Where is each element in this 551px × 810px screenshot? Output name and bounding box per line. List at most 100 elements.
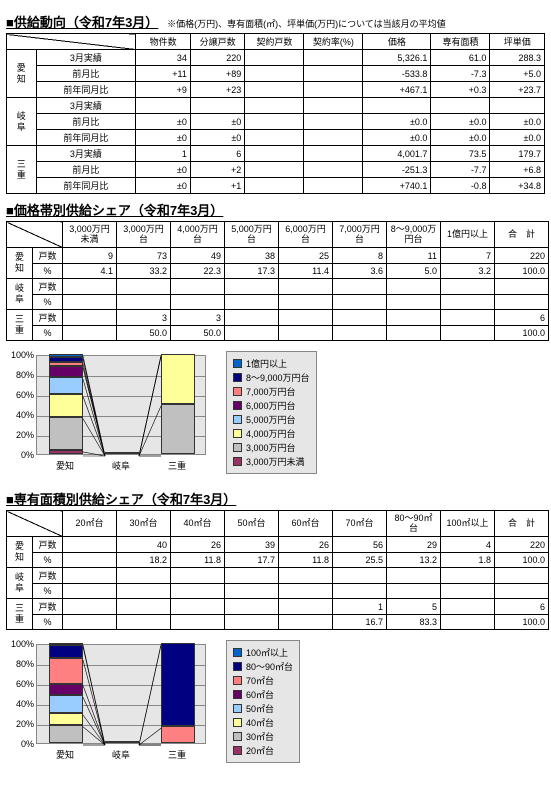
cell [333, 326, 387, 341]
row-label: 戸数 [33, 537, 63, 553]
cell: 17.3 [225, 264, 279, 279]
col-header: 100㎡以上 [441, 511, 495, 537]
legend-row: 60㎡台 [233, 688, 293, 701]
cell [117, 279, 171, 295]
legend-label: 3,000万円台 [246, 441, 296, 454]
cell: 5.0 [387, 264, 441, 279]
legend-row: 7,000万円台 [233, 385, 310, 398]
cell: -7.7 [431, 162, 490, 178]
legend-label: 3,000万円未満 [246, 455, 305, 468]
row-label: % [33, 326, 63, 341]
col-header: 契約戸数 [245, 34, 304, 50]
col-header: 50㎡台 [225, 511, 279, 537]
cell [441, 310, 495, 326]
cell [117, 584, 171, 599]
cell: 4 [441, 537, 495, 553]
cell: 7 [441, 248, 495, 264]
bar-segment [49, 658, 83, 684]
legend-row: 80～90㎡台 [233, 660, 293, 673]
legend-swatch [233, 359, 242, 368]
cell [495, 295, 549, 310]
xlabel: 愛知 [48, 748, 82, 761]
row-label: 前年同月比 [36, 178, 136, 194]
cell: 8 [333, 248, 387, 264]
xlabel: 岐阜 [104, 748, 138, 761]
cell [225, 310, 279, 326]
ytick: 100% [6, 350, 34, 360]
cell [190, 98, 244, 114]
ytick: 20% [6, 430, 34, 440]
cell [171, 295, 225, 310]
legend-swatch [233, 415, 242, 424]
pref-header: 愛知 [7, 50, 37, 98]
ytick: 60% [6, 390, 34, 400]
cell: 100.0 [495, 615, 549, 630]
cell: 16.7 [333, 615, 387, 630]
bar-segment [161, 643, 195, 726]
cell [363, 98, 431, 114]
legend-swatch [233, 746, 242, 755]
row-label: 戸数 [33, 248, 63, 264]
cell [225, 568, 279, 584]
pref-header: 三重 [7, 146, 37, 194]
cell: 13.2 [387, 553, 441, 568]
legend-swatch [233, 429, 242, 438]
section2-title: ■価格帯別供給シェア（令和7年3月） [6, 200, 223, 219]
legend-label: 8～9,000万円台 [246, 371, 310, 384]
cell: 26 [279, 537, 333, 553]
table-corner [7, 511, 63, 537]
cell: 25.5 [333, 553, 387, 568]
bar-segment [161, 354, 195, 404]
cell: 11.8 [171, 553, 225, 568]
row-label: 戸数 [33, 568, 63, 584]
cell [304, 162, 363, 178]
xlabel: 三重 [160, 748, 194, 761]
cell: 100.0 [495, 264, 549, 279]
cell: 73.5 [431, 146, 490, 162]
legend-label: 60㎡台 [246, 688, 274, 701]
cell [387, 584, 441, 599]
cell [63, 310, 117, 326]
ytick: 80% [6, 659, 34, 669]
cell [333, 279, 387, 295]
legend-label: 50㎡台 [246, 702, 274, 715]
cell [63, 295, 117, 310]
cell: +11 [136, 66, 190, 82]
legend-row: 4,000万円台 [233, 427, 310, 440]
cell: +9 [136, 82, 190, 98]
cell: +6.8 [490, 162, 545, 178]
cell: 100.0 [495, 326, 549, 341]
cell [63, 326, 117, 341]
pref-header: 三重 [7, 310, 33, 341]
chart1: 0%20%40%60%80%100%愛知岐阜三重 [6, 351, 216, 481]
cell [441, 568, 495, 584]
ytick: 20% [6, 719, 34, 729]
cell: 39 [225, 537, 279, 553]
cell: 34 [136, 50, 190, 66]
chart2-legend: 100㎡以上80～90㎡台70㎡台60㎡台50㎡台40㎡台30㎡台20㎡台 [226, 640, 300, 763]
legend-swatch [233, 732, 242, 741]
pref-header: 愛知 [7, 537, 33, 568]
cell: 26 [171, 537, 225, 553]
cell: -7.3 [431, 66, 490, 82]
row-label: % [33, 295, 63, 310]
cell [63, 553, 117, 568]
row-label: % [33, 264, 63, 279]
cell: 50.0 [171, 326, 225, 341]
cell [245, 130, 304, 146]
cell [304, 66, 363, 82]
legend-label: 5,000万円台 [246, 413, 296, 426]
legend-row: 3,000万円台 [233, 441, 310, 454]
cell [171, 568, 225, 584]
legend-swatch [233, 373, 242, 382]
legend-swatch [233, 662, 242, 671]
ytick: 0% [6, 450, 34, 460]
cell: 50.0 [117, 326, 171, 341]
bar-segment [49, 366, 83, 377]
cell: 40 [117, 537, 171, 553]
cell [304, 146, 363, 162]
pref-header: 岐阜 [7, 98, 37, 146]
cell [279, 279, 333, 295]
cell: 83.3 [387, 615, 441, 630]
cell [63, 279, 117, 295]
